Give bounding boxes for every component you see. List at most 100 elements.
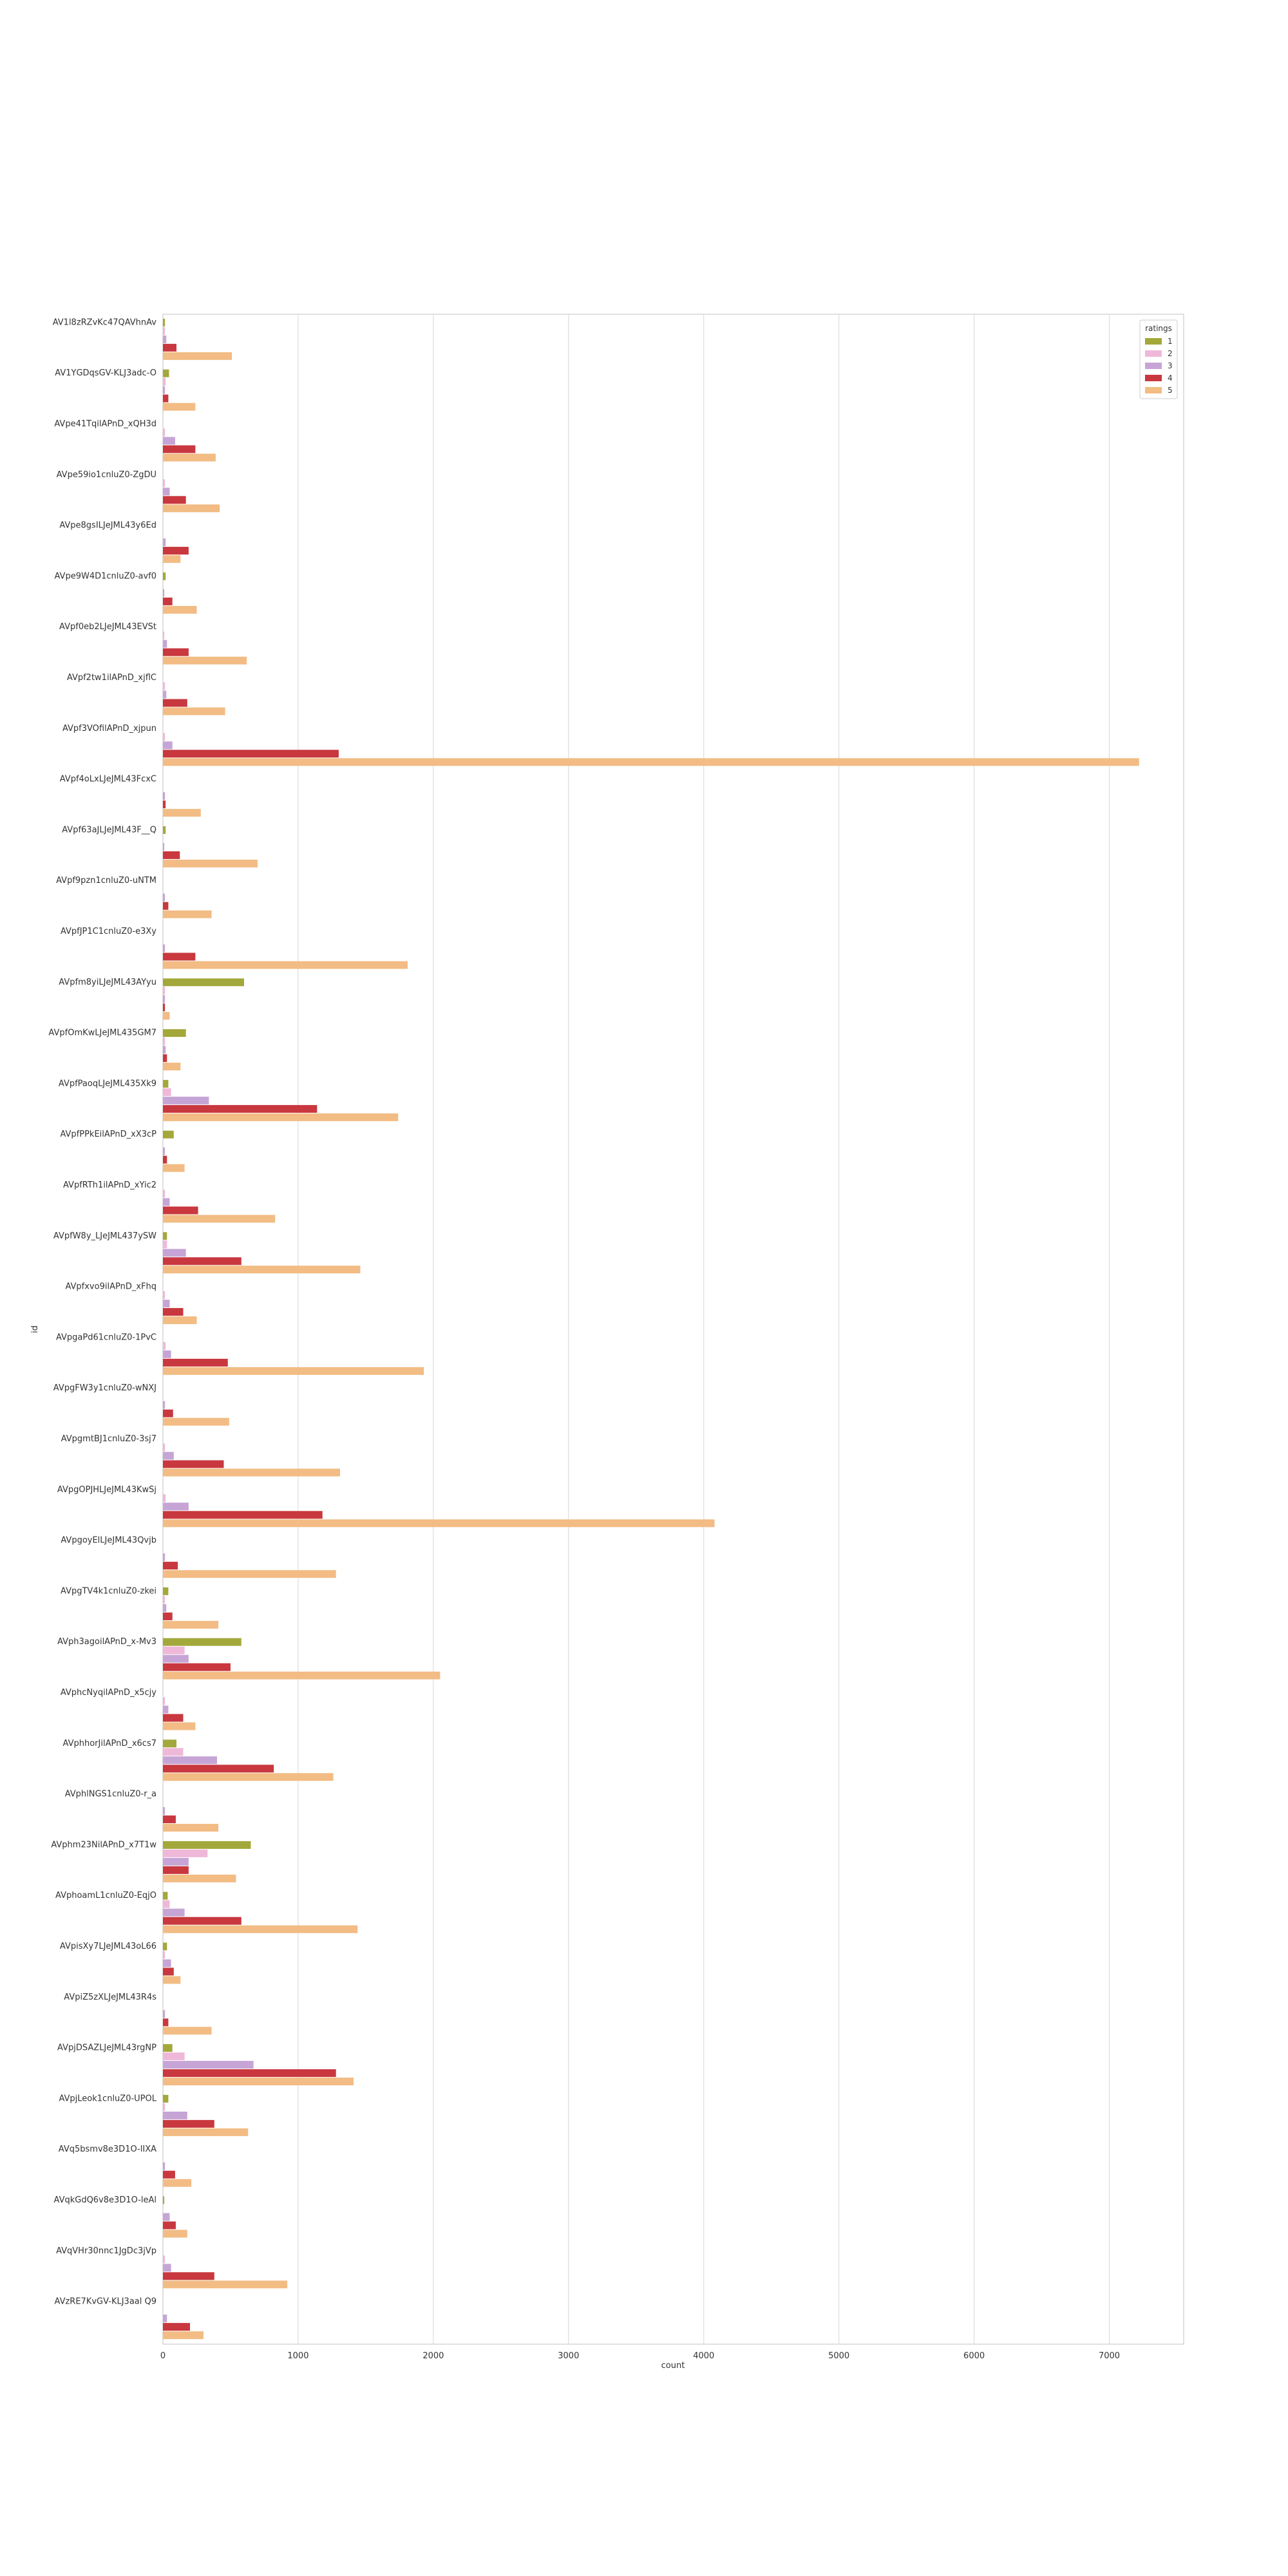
bar-rating-2 — [163, 1595, 166, 1604]
bar-rating-5 — [163, 961, 408, 969]
y-tick-label: AVpe59io1cnluZ0-ZgDU — [57, 470, 156, 480]
bar-rating-2 — [163, 2103, 166, 2111]
bar-rating-5 — [163, 2280, 288, 2289]
bar-rating-5 — [163, 1012, 170, 1020]
bar-rating-2 — [163, 1088, 171, 1096]
bar-rating-3 — [163, 1147, 166, 1155]
bar-rating-4 — [163, 1358, 228, 1367]
bar-rating-5 — [163, 1215, 276, 1223]
bar-rating-3 — [163, 1198, 170, 1206]
bar-rating-3 — [163, 1452, 174, 1460]
bar-rating-4 — [163, 2069, 336, 2078]
bar-rating-4 — [163, 1866, 189, 1874]
bar-rating-1 — [163, 1587, 169, 1595]
y-tick-label: AVqkGdQ6v8e3D1O-leAl — [54, 2195, 156, 2205]
y-axis-ticks: AV1l8zRZvKc47QAVhnAv AV1YGDqsGV-KLJ3adc-O… — [48, 317, 156, 2306]
y-tick-label: AVq5bsmv8e3D1O-lIXA — [59, 2145, 156, 2154]
bar-rating-4 — [163, 699, 187, 707]
bar-rating-5 — [163, 859, 258, 867]
bar-rating-4 — [163, 1054, 167, 1063]
bar-rating-1 — [163, 2044, 173, 2052]
bar-rating-4 — [163, 1562, 178, 1570]
bar-rating-3 — [163, 1604, 167, 1612]
bar-rating-2 — [163, 428, 166, 437]
y-tick-label: AVpfPaoqLJeJML435Xk9 — [59, 1079, 156, 1088]
bar-rating-5 — [163, 555, 181, 564]
y-tick-label: AVpgOPJHLJeJML43KwSj — [57, 1485, 156, 1495]
x-tick-label: 1000 — [287, 2351, 308, 2361]
bar-rating-4 — [163, 1409, 173, 1417]
bar-rating-3 — [163, 437, 175, 445]
legend: ratings 1 2 3 4 5 — [1139, 319, 1178, 399]
bar-rating-3 — [163, 1908, 185, 1917]
legend-swatch-5 — [1145, 387, 1162, 393]
bar-rating-5 — [163, 504, 220, 513]
bar-rating-5 — [163, 352, 232, 360]
bar-rating-3 — [163, 589, 165, 597]
bar-rating-5 — [163, 1367, 424, 1375]
bar-rating-4 — [163, 1460, 224, 1468]
bar-rating-5 — [163, 1265, 361, 1274]
bar-rating-2 — [163, 1189, 166, 1198]
y-tick-label: AVpfm8yiLJeJML43AYyu — [59, 978, 156, 987]
bar-rating-4 — [163, 1511, 323, 1519]
bar-rating-3 — [163, 1249, 186, 1257]
y-tick-label: AVpgTV4k1cnluZ0-zkei — [61, 1586, 156, 1596]
y-tick-label: AVpfJP1C1cnluZ0-e3Xy — [61, 927, 156, 936]
bar-rating-5 — [163, 1113, 399, 1121]
bar-rating-1 — [163, 1079, 169, 1088]
y-tick-label: AVphlNGS1cnluZ0-r_a — [65, 1790, 156, 1799]
bar-rating-4 — [163, 394, 169, 402]
y-tick-label: AVpe8gsILJeJML43y6Ed — [59, 521, 156, 531]
y-tick-label: AVpf0eb2LJeJML43EVSt — [59, 622, 156, 632]
bar-rating-5 — [163, 1824, 219, 1832]
bar-rating-5 — [163, 2331, 204, 2340]
bar-rating-2 — [163, 987, 166, 995]
y-tick-label: AVpjLeok1cnluZ0-UPOL — [59, 2094, 156, 2103]
bar-rating-4 — [163, 2272, 214, 2280]
bar-rating-2 — [163, 733, 166, 741]
y-tick-label: AVpgFW3y1cnluZ0-wNXJ — [53, 1383, 156, 1393]
bar-rating-3 — [163, 1096, 209, 1104]
bar-rating-1 — [163, 1942, 167, 1951]
bar-rating-3 — [163, 1807, 166, 1815]
bar-rating-3 — [163, 2061, 254, 2069]
bar-rating-3 — [163, 2315, 167, 2323]
bar-rating-5 — [163, 2128, 249, 2136]
bar-rating-2 — [163, 1443, 166, 1452]
legend-label-4: 4 — [1168, 374, 1173, 383]
y-tick-label: AVpf2tw1ilAPnD_xjflC — [67, 673, 156, 683]
bar-rating-4 — [163, 445, 196, 453]
bar-rating-3 — [163, 842, 165, 851]
legend-swatch-3 — [1145, 363, 1162, 369]
bar-rating-4 — [163, 952, 196, 961]
bar-rating-2 — [163, 1341, 166, 1350]
bar-rating-5 — [163, 1417, 229, 1426]
bar-rating-5 — [163, 1519, 715, 1528]
bar-rating-5 — [163, 1976, 181, 1984]
legend-label-2: 2 — [1168, 349, 1173, 358]
bar-rating-3 — [163, 690, 167, 699]
legend-title: ratings — [1145, 324, 1172, 333]
x-tick-label: 5000 — [828, 2351, 849, 2361]
bars — [163, 318, 1139, 2340]
bar-rating-3 — [163, 2111, 187, 2119]
bar-rating-5 — [163, 1925, 358, 1933]
bar-rating-2 — [163, 1748, 184, 1756]
bar-rating-3 — [163, 1300, 170, 1308]
bar-rating-3 — [163, 2213, 170, 2221]
bar-rating-3 — [163, 1502, 189, 1511]
bar-rating-3 — [163, 1857, 189, 1866]
y-tick-label: AVphoamL1cnluZ0-EqjO — [55, 1891, 156, 1900]
y-tick-label: AVpisXy7LJeJML43oL66 — [60, 1942, 156, 1951]
bar-rating-5 — [163, 1570, 336, 1578]
bar-rating-4 — [163, 1967, 174, 1976]
y-tick-label: AVpf9pzn1cnluZ0-uNTM — [56, 876, 156, 886]
bar-rating-5 — [163, 1773, 334, 1781]
bar-rating-3 — [163, 488, 170, 496]
bar-rating-2 — [163, 377, 166, 386]
x-tick-label: 3000 — [558, 2351, 579, 2361]
bar-rating-1 — [163, 318, 166, 327]
bar-rating-4 — [163, 597, 173, 605]
legend-swatch-1 — [1145, 338, 1162, 345]
